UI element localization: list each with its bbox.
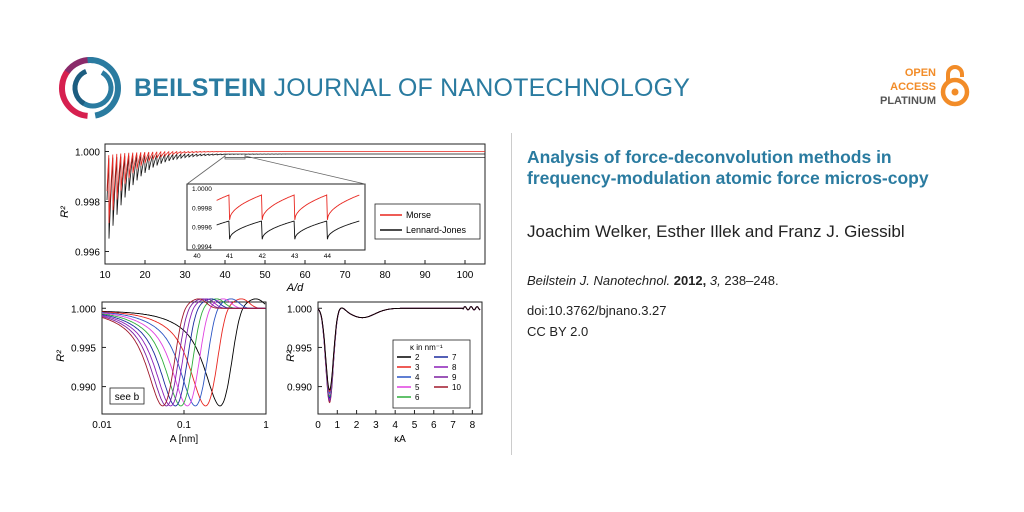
top-legend [374,203,481,240]
br-legend-label-2: 2 [415,353,420,362]
bl-ytick-label: 0.995 [71,343,96,354]
series-line-morse [106,150,485,224]
bl-ytick-label: 1.000 [71,304,96,315]
br-xtick-label: 3 [373,420,379,431]
open-access-lock-icon [940,65,970,107]
top-xtick-label: 30 [179,270,191,281]
journal-logo [59,57,121,120]
bl-curve-kappa-4 [101,298,266,407]
journal-name-bold: BEILSTEIN [134,74,267,102]
inset-xtick-label: 44 [324,253,332,260]
br-xtick-label: 4 [392,420,398,431]
article-title[interactable]: Analysis of force-deconvolution methods … [527,147,929,188]
top-xtick-label: 80 [379,270,391,281]
top-ytick-label: 0.998 [75,198,100,209]
see-b-box [109,387,145,405]
inset-xtick-label: 42 [259,253,267,260]
inset-ytick-label: 0.9996 [192,225,212,232]
bl-curve-kappa-5 [102,298,266,407]
br-legend-label-4: 4 [415,373,420,382]
legend-lj-label: Lennard-Jones [406,225,467,235]
inset-xtick-label: 40 [193,253,201,260]
top-xtick-label: 60 [299,270,311,281]
br-xtick-label: 1 [335,420,341,431]
journal-name[interactable]: BEILSTEIN JOURNAL OF NANOTECHNOLOGY [134,74,690,103]
top-plot-frame [104,143,486,265]
bl-ytick-label: 0.990 [71,383,96,394]
br-ytick-label: 1.000 [287,304,312,315]
legend-morse-label: Morse [406,210,431,220]
br-legend-label-9: 9 [452,373,457,382]
top-ytick-label: 0.996 [75,248,100,259]
inset-ytick-label: 0.9998 [192,205,212,212]
br-legend-title: κ in nm⁻¹ [410,343,443,352]
article-doi[interactable]: doi:10.3762/bjnano.3.27 [527,303,667,318]
inset-frame [186,183,366,251]
top-xtick-label: 50 [259,270,271,281]
top-xtick-label: 40 [219,270,231,281]
inset-ytick-label: 1.0000 [192,186,212,193]
br-legend-label-8: 8 [452,363,457,372]
oa-line1: OPEN [904,67,936,79]
top-xtick-label: 70 [339,270,351,281]
br-ytick-label: 0.995 [287,343,312,354]
see-b-annotation: see b [115,392,140,403]
series-line-lennard-jones [106,153,485,239]
article-license[interactable]: CC BY 2.0 [527,324,589,339]
inset-pointer-left [186,155,226,185]
br-xtick-label: 7 [450,420,456,431]
vertical-divider [511,133,512,455]
inset-pointer-right [244,155,366,185]
bl-xtick-label: 1 [263,420,269,431]
br-ytick-label: 0.990 [287,383,312,394]
br-plot-frame [317,301,483,415]
br-legend-label-7: 7 [452,353,457,362]
top-xlabel: A/d [286,282,304,294]
article-authors: Joachim Welker, Esther Illek and Franz J… [527,222,905,241]
br-legend-label-6: 6 [415,393,420,402]
br-legend-label-10: 10 [452,383,461,392]
br-xtick-label: 0 [315,420,321,431]
inset-xtick-label: 43 [291,253,299,260]
bl-xtick-label: 0.01 [92,420,112,431]
br-xtick-label: 6 [431,420,437,431]
br-ylabel: R² [285,350,297,362]
bl-ylabel: R² [55,350,67,362]
bl-curve-kappa-10 [101,298,266,407]
top-xtick-label: 20 [139,270,151,281]
figure-panel-top: 0.996 0.998 1.000 10 20 30 40 50 60 70 80 90 100 R²… [59,143,486,294]
br-xtick-label: 8 [470,420,476,431]
citation-pages: 238–248. [724,273,779,288]
top-xtick-label: 10 [99,270,111,281]
citation-volume: 3, [709,273,721,288]
zoom-box [224,153,246,160]
inset-morse-line [216,194,360,220]
journal-name-rest: JOURNAL OF NANOTECHNOLOGY [273,74,691,102]
br-xlabel: κA [394,434,406,445]
br-xtick-label: 2 [354,420,360,431]
top-ylabel: R² [59,206,71,218]
inset-ytick-label: 0.9994 [192,244,212,251]
citation-year: 2012, [673,273,707,288]
top-xtick-label: 100 [457,270,474,281]
br-legend-label-3: 3 [415,363,420,372]
oa-line2: ACCESS [890,81,936,93]
br-legend-label-5: 5 [415,383,420,392]
br-curve-kappa-2 [317,306,481,391]
article-citation: Beilstein J. Nanotechnol. 2012, 3, 238–2… [527,273,779,288]
br-xtick-label: 5 [412,420,418,431]
oa-line3: PLATINUM [879,95,936,107]
inset-lj-line [216,220,360,240]
top-xtick-label: 90 [419,270,431,281]
citation-journal: Beilstein J. Nanotechnol. [527,273,671,288]
bl-xlabel: A [nm] [170,434,199,445]
inset-xtick-label: 41 [226,253,234,260]
figure-panel-bottom-left: 0.990 0.995 1.000 0.01 0.1 1 see b R² A [nm] [55,298,269,445]
top-ytick-label: 1.000 [75,148,100,159]
bl-xtick-label: 0.1 [177,420,191,431]
